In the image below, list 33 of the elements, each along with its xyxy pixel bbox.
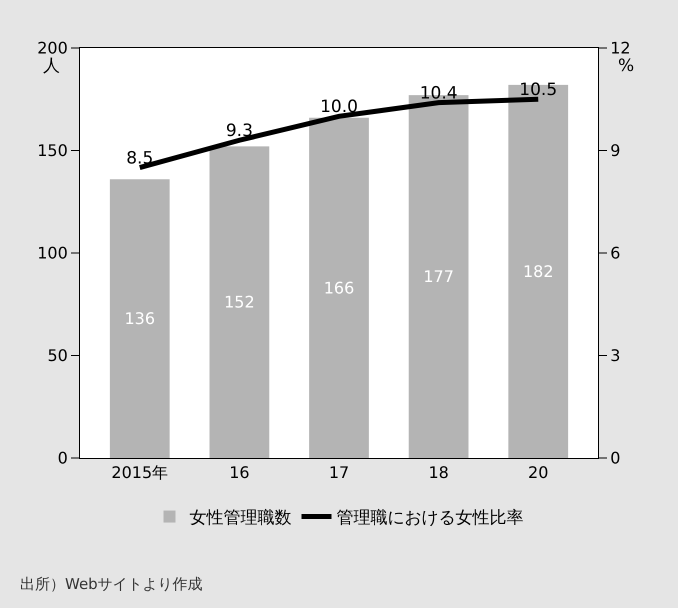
data-label: 166 — [324, 278, 354, 298]
x-tick-label: 17 — [328, 463, 350, 482]
data-label: 182 — [522, 262, 554, 281]
y2-tick-label: 12 — [610, 38, 631, 58]
data-label: 9.3 — [226, 121, 253, 141]
data-label: 177 — [423, 267, 454, 286]
y-tick-label: 100 — [37, 244, 68, 263]
data-label: 8.5 — [126, 148, 154, 168]
data-label: 152 — [224, 292, 255, 312]
legend-label: 管理職における女性比率 — [336, 508, 524, 528]
y2-tick-label: 3 — [610, 346, 620, 366]
data-label: 10.0 — [320, 97, 358, 118]
x-tick-label: 18 — [428, 463, 449, 482]
bar — [110, 179, 170, 458]
data-label: 136 — [124, 309, 156, 328]
y-axis-title: 人 — [43, 56, 60, 76]
y-tick-label: 0 — [58, 448, 68, 468]
y2-tick-label: 0 — [610, 448, 620, 468]
data-label: 10.4 — [420, 83, 458, 104]
y2-axis-title: % — [618, 56, 634, 76]
bar — [309, 118, 369, 458]
y2-tick-label: 9 — [610, 141, 620, 160]
x-tick-label: 2015年 — [111, 463, 168, 482]
y2-tick-label: 6 — [610, 244, 620, 263]
text: 出所）Webサイトより作成 — [20, 575, 203, 593]
y-tick-label: 200 — [37, 38, 68, 58]
data-label: 10.5 — [519, 80, 558, 100]
x-tick-label: 16 — [229, 463, 250, 482]
y-tick-label: 150 — [37, 141, 68, 160]
bar — [210, 146, 270, 458]
y-tick-label: 50 — [47, 346, 68, 366]
legend-label: 女性管理職数 — [190, 508, 292, 528]
x-tick-label: 20 — [528, 463, 548, 482]
